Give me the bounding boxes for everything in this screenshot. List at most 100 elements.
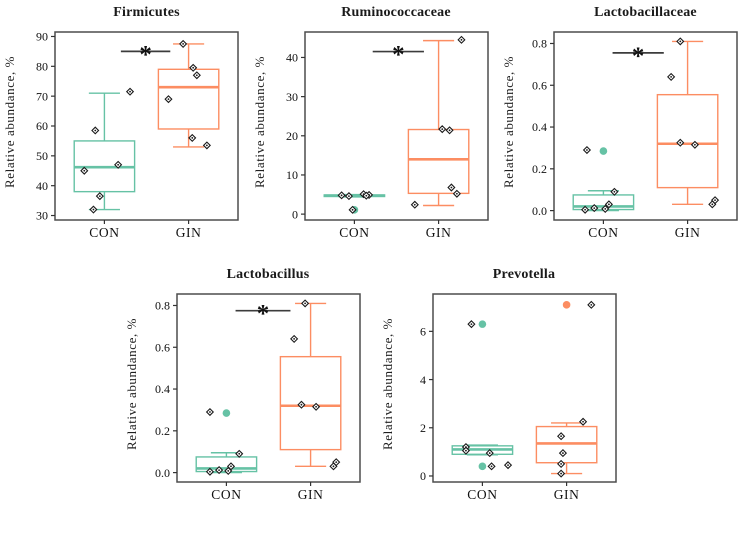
y-tick-label: 20 [286, 129, 298, 143]
panel-title: Prevotella [492, 267, 556, 282]
data-point-center [593, 207, 596, 209]
y-axis-label: Relative abundance, % [123, 317, 139, 451]
y-tick-label: 50 [36, 149, 48, 163]
data-point-center [340, 194, 342, 197]
data-point-center [237, 452, 240, 455]
x-tick-label: GIN [553, 487, 579, 502]
data-point-center [292, 338, 295, 340]
data-point-center [559, 463, 562, 465]
boxplot-svg: 0 10 20 30 40 CON GIN * [286, 31, 489, 240]
x-tick-label: CON [211, 487, 241, 502]
panel-title: Lactobacillus [226, 267, 310, 282]
y-tick-label: 90 [36, 30, 48, 44]
data-point-center [679, 141, 682, 144]
panel-lactobacillaceae: Lactobacillaceae Relative abundance, % 0… [501, 2, 743, 250]
data-point-center [191, 137, 194, 139]
data-point-center [303, 302, 306, 305]
data-point-center [226, 470, 229, 472]
panel-title: Ruminococcaceae [341, 5, 451, 20]
y-axis-label: Relative abundance, % [2, 55, 17, 189]
x-tick-label: CON [89, 225, 119, 240]
y-tick-label: 0.8 [532, 37, 547, 51]
y-tick-label: 0.0 [155, 466, 170, 480]
data-point-center [182, 43, 185, 45]
data-point-center [490, 465, 492, 468]
data-point-center [581, 420, 584, 423]
data-point-center [334, 461, 337, 464]
outlier-point [562, 301, 570, 309]
y-tick-label: 40 [36, 179, 48, 193]
box [407, 128, 469, 195]
y-tick-label: 2 [420, 421, 426, 435]
boxplot-svg: 0.0 0.2 0.4 0.6 0.8 CON GIN * [532, 31, 738, 240]
data-point-center [589, 303, 592, 306]
x-tick-label: CON [588, 225, 618, 240]
y-tick-label: 0.6 [155, 340, 170, 354]
y-tick-label: 0.4 [155, 382, 170, 396]
data-point-center [332, 465, 334, 468]
top-row: Firmicutes Relative abundance, % 30 40 50 6… [0, 0, 745, 250]
significance-asterisk: * [256, 301, 269, 328]
y-tick-label: 0 [292, 207, 298, 221]
y-tick-label: 70 [36, 89, 48, 103]
data-point-center [559, 472, 562, 475]
data-point-center [440, 128, 443, 131]
x-tick-label: GIN [675, 225, 701, 240]
y-axis-label: Relative abundance, % [501, 55, 516, 189]
panel-ruminococcaceae: Ruminococcaceae Relative abundance, % 0 1… [252, 2, 494, 250]
y-tick-label: 0.4 [532, 120, 547, 134]
data-point-center [561, 452, 564, 454]
x-tick-label: GIN [297, 487, 323, 502]
data-point-center [347, 195, 350, 198]
data-point-center [167, 98, 170, 101]
data-point-center [604, 208, 607, 210]
data-point-center [460, 38, 462, 41]
x-tick-label: GIN [176, 225, 202, 240]
data-point-center [208, 411, 211, 413]
x-tick-label: CON [339, 225, 369, 240]
data-point-center [205, 144, 208, 147]
data-point-center [351, 208, 353, 211]
data-point-center [94, 129, 97, 132]
box [656, 93, 719, 189]
significance-asterisk: * [392, 42, 405, 69]
y-tick-label: 0.6 [532, 78, 547, 92]
plot-frame [175, 293, 361, 483]
data-point-center [559, 435, 562, 438]
data-point-center [129, 90, 131, 93]
x-tick-label: GIN [425, 225, 451, 240]
panel-title: Lactobacillaceae [594, 5, 697, 20]
y-tick-label: 4 [420, 373, 426, 387]
data-point-center [714, 199, 716, 202]
data-point-center [670, 76, 673, 78]
data-point-center [229, 465, 232, 468]
y-tick-label: 6 [420, 325, 426, 339]
y-tick-label: 30 [286, 90, 298, 104]
y-tick-label: 0.0 [532, 204, 547, 218]
data-point-center [613, 190, 616, 193]
data-point-center [314, 405, 317, 408]
y-tick-label: 0 [420, 469, 426, 483]
y-tick-label: 0.2 [155, 424, 170, 438]
panel-prevotella: Prevotella Relative abundance, % 0 2 4 6 CON… [380, 264, 622, 512]
plot-frame [431, 293, 617, 483]
data-point-center [488, 452, 491, 454]
data-point-center [300, 403, 302, 406]
x-tick-label: CON [467, 487, 497, 502]
y-axis-label: Relative abundance, % [251, 55, 267, 189]
y-tick-label: 80 [36, 60, 48, 74]
boxplot-svg: 0 2 4 6 CON GIN [420, 293, 617, 502]
y-tick-label: 0.8 [155, 299, 170, 313]
y-tick-label: 40 [286, 51, 298, 65]
outlier-point [222, 409, 230, 417]
data-point-center [217, 469, 220, 471]
panel-lactobacillus: Lactobacillus Relative abundance, % 0.0 0… [124, 264, 366, 512]
y-tick-label: 30 [36, 209, 48, 223]
data-point-center [208, 470, 211, 473]
data-point-center [448, 129, 450, 132]
panel-firmicutes: Firmicutes Relative abundance, % 30 40 50 6… [2, 2, 244, 250]
data-point-center [192, 66, 195, 69]
data-point-center [608, 203, 610, 206]
boxplot-svg: 0.0 0.2 0.4 0.6 0.8 CON GIN * [155, 293, 361, 502]
